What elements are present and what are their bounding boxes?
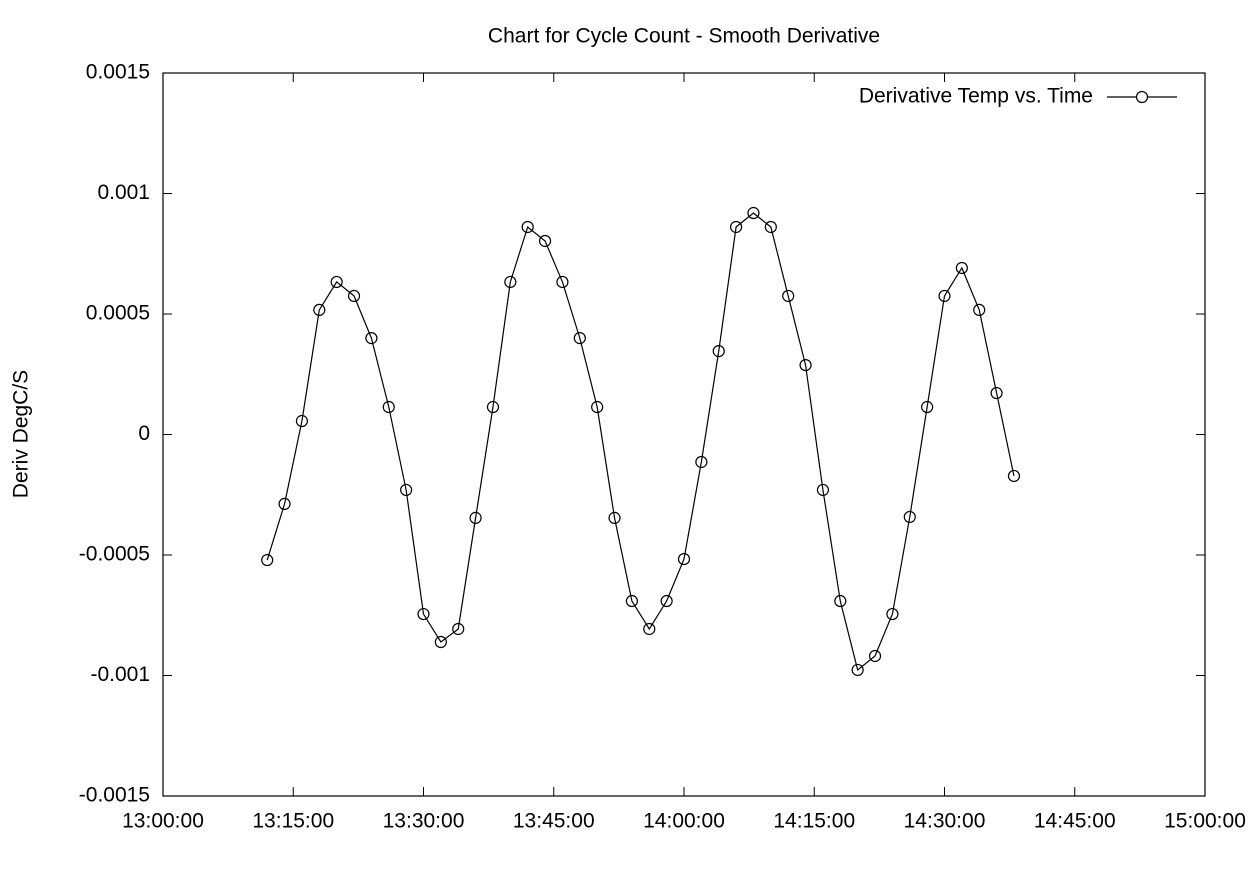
data-point bbox=[799, 358, 812, 372]
y-tick-label: -0.0015 bbox=[79, 784, 150, 807]
data-point bbox=[868, 649, 882, 663]
data-point bbox=[591, 400, 604, 414]
data-point bbox=[521, 220, 534, 234]
data-point bbox=[990, 386, 1003, 400]
data-point bbox=[938, 289, 951, 303]
y-tick-label: 0 bbox=[138, 422, 150, 445]
data-point bbox=[365, 332, 378, 345]
data-point bbox=[469, 511, 482, 524]
data-point bbox=[417, 607, 430, 621]
data-point bbox=[625, 594, 639, 608]
y-tick-label: -0.001 bbox=[90, 663, 150, 686]
chart-title: Chart for Cycle Count - Smooth Derivativ… bbox=[488, 25, 880, 48]
x-tick-label: 13:15:00 bbox=[252, 810, 334, 833]
data-point bbox=[573, 332, 586, 345]
data-point bbox=[486, 400, 500, 414]
data-point bbox=[330, 275, 343, 289]
data-point bbox=[921, 400, 934, 414]
data-point bbox=[677, 552, 691, 566]
y-axis-label: Deriv DegC/S bbox=[10, 370, 33, 498]
data-point bbox=[764, 220, 777, 234]
y-tick-label: 0.0005 bbox=[86, 302, 150, 325]
data-point bbox=[660, 594, 673, 608]
data-point bbox=[643, 622, 656, 636]
data-point bbox=[382, 400, 395, 414]
y-tick-label: -0.0005 bbox=[79, 543, 150, 566]
data-point bbox=[556, 275, 569, 289]
data-point bbox=[695, 455, 708, 469]
x-tick-label: 14:15:00 bbox=[773, 810, 855, 833]
data-point bbox=[955, 261, 968, 275]
series-line bbox=[266, 212, 1015, 672]
data-point bbox=[608, 511, 621, 524]
data-point bbox=[295, 414, 309, 428]
x-tick-label: 15:00:00 bbox=[1164, 810, 1246, 833]
data-point bbox=[1007, 469, 1021, 483]
legend-label: Derivative Temp vs. Time bbox=[859, 85, 1093, 108]
data-point bbox=[452, 622, 465, 636]
y-tick-label: 0.001 bbox=[97, 181, 150, 204]
x-tick-label: 14:00:00 bbox=[643, 810, 725, 833]
data-point bbox=[886, 607, 899, 621]
data-point bbox=[729, 220, 743, 234]
data-point bbox=[400, 483, 413, 497]
data-point bbox=[347, 289, 361, 303]
x-tick-label: 14:30:00 bbox=[904, 810, 986, 833]
plot-frame bbox=[162, 72, 1206, 797]
data-point bbox=[261, 553, 274, 567]
data-point bbox=[973, 303, 986, 317]
data-point bbox=[834, 594, 847, 608]
x-tick-label: 13:45:00 bbox=[513, 810, 595, 833]
x-tick-label: 13:00:00 bbox=[122, 810, 204, 833]
x-tick-label: 14:45:00 bbox=[1034, 810, 1116, 833]
data-point bbox=[434, 635, 447, 649]
data-point bbox=[747, 206, 760, 220]
data-point bbox=[313, 303, 326, 317]
y-tick-label: 0.0015 bbox=[86, 61, 150, 84]
legend-marker bbox=[1135, 90, 1149, 104]
data-point bbox=[538, 234, 552, 248]
data-point bbox=[851, 663, 864, 677]
data-point bbox=[816, 483, 830, 497]
x-tick-label: 13:30:00 bbox=[383, 810, 465, 833]
data-point bbox=[712, 345, 725, 358]
data-point bbox=[278, 497, 291, 511]
data-point bbox=[504, 275, 517, 289]
data-point bbox=[782, 289, 795, 303]
data-point bbox=[903, 510, 916, 524]
